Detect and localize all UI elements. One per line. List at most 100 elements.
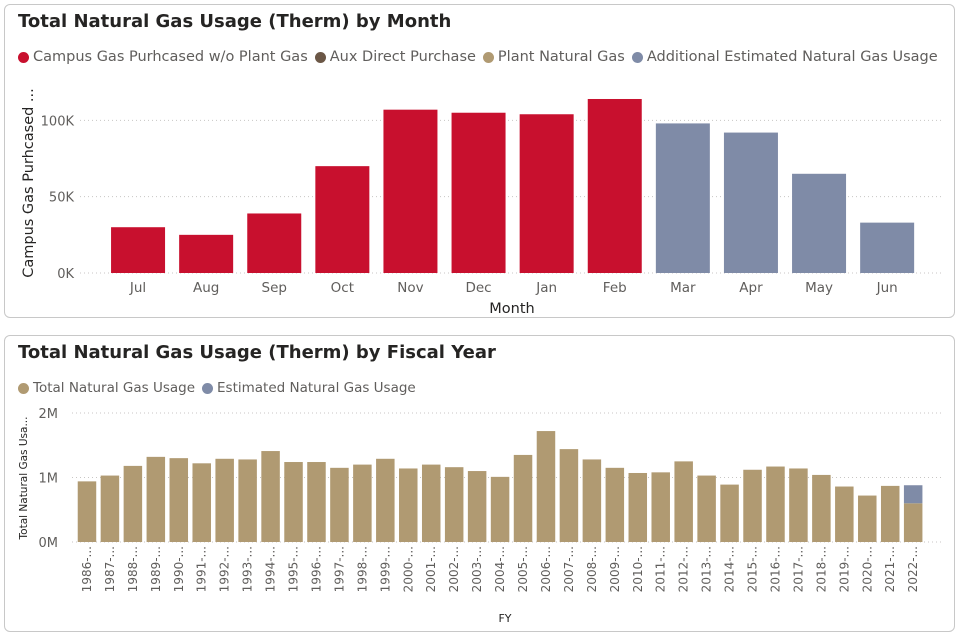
bar-2019 bbox=[835, 486, 854, 542]
bar-2013 bbox=[697, 475, 716, 542]
bar-2002 bbox=[444, 467, 464, 542]
bar-feb bbox=[587, 98, 642, 273]
bar-2000 bbox=[399, 468, 418, 542]
bar-2020 bbox=[858, 495, 877, 542]
bar-2018 bbox=[812, 474, 831, 542]
legend-label: Additional Estimated Natural Gas Usage bbox=[646, 49, 938, 65]
bar-1990 bbox=[169, 458, 189, 542]
x-tick-label: 1994-... bbox=[264, 546, 278, 592]
bar-1995 bbox=[284, 462, 303, 542]
x-tick-label: 2010-... bbox=[631, 546, 645, 592]
x-tick-label: 2016-... bbox=[768, 546, 782, 592]
x-tick-label: 1987-... bbox=[103, 546, 117, 592]
bar-1987 bbox=[100, 475, 120, 542]
bar-apr bbox=[723, 132, 778, 273]
y-axis-title: Campus Gas Purhcased ... bbox=[21, 88, 37, 278]
x-tick-label: 1996-... bbox=[309, 546, 323, 592]
y-tick-label: 50K bbox=[49, 191, 75, 206]
legend-swatch bbox=[18, 382, 29, 394]
x-tick-label: 2018-... bbox=[814, 546, 828, 592]
y-tick-label: 2M bbox=[39, 407, 59, 422]
bar-2015 bbox=[743, 469, 762, 542]
x-tick-label: 1991-... bbox=[195, 546, 209, 592]
bar-2003 bbox=[467, 471, 487, 542]
x-tick-label: 2020-... bbox=[860, 546, 874, 592]
x-axis-title: FY bbox=[498, 612, 511, 625]
x-tick-label: 1990-... bbox=[172, 546, 186, 592]
x-tick-label: Mar bbox=[670, 280, 696, 296]
legend-item-plant-gas[interactable]: Plant Natural Gas bbox=[482, 49, 625, 65]
legend-label: Estimated Natural Gas Usage bbox=[217, 380, 416, 396]
legend-swatch bbox=[314, 51, 326, 63]
x-tick-label: 1993-... bbox=[241, 546, 255, 592]
bar-1989 bbox=[146, 456, 166, 542]
bar-jul bbox=[111, 227, 166, 273]
x-tick-label: Sep bbox=[262, 280, 287, 296]
y-tick-label: 0M bbox=[39, 536, 59, 551]
x-tick-label: Apr bbox=[739, 280, 763, 296]
x-tick-label: 2007-... bbox=[562, 546, 576, 592]
x-tick-label: 2002-... bbox=[447, 546, 461, 592]
y-tick-label: 0K bbox=[57, 267, 74, 282]
x-tick-label: 2012-... bbox=[677, 546, 691, 592]
x-tick-label: Aug bbox=[193, 280, 219, 296]
x-tick-label: 2017-... bbox=[791, 546, 805, 592]
y-axis-title: Total Natural Gas Usa... bbox=[18, 417, 30, 541]
x-tick-label: 1992-... bbox=[218, 546, 232, 592]
y-tick-label: 100K bbox=[41, 114, 75, 129]
y-tick-label: 1M bbox=[39, 472, 59, 487]
bar-nov bbox=[383, 109, 438, 273]
bar-1998 bbox=[353, 464, 372, 542]
legend-label: Total Natural Gas Usage bbox=[33, 380, 196, 396]
bar-oct bbox=[315, 166, 370, 273]
bar-2006 bbox=[536, 431, 556, 542]
x-tick-label: Oct bbox=[331, 280, 354, 296]
bar-2008 bbox=[582, 459, 602, 542]
bar-jan bbox=[519, 114, 574, 273]
bar-mar bbox=[655, 123, 710, 274]
bar-1996 bbox=[307, 462, 326, 542]
bar-2016 bbox=[766, 466, 785, 542]
fiscal-chart-title: Total Natural Gas Usage (Therm) by Fisca… bbox=[18, 342, 496, 363]
bar-2007 bbox=[559, 449, 579, 542]
bar-2017 bbox=[789, 468, 808, 542]
bar-2004 bbox=[490, 476, 510, 542]
legend-item-campus-gas[interactable]: Campus Gas Purhcased w/o Plant Gas bbox=[18, 49, 308, 65]
bar-2001 bbox=[421, 464, 441, 542]
bar-2021 bbox=[880, 485, 900, 542]
bar-dec bbox=[451, 112, 506, 274]
bar-2012 bbox=[674, 461, 693, 542]
monthly-chart-title: Total Natural Gas Usage (Therm) by Month bbox=[18, 11, 452, 32]
x-tick-label: 1995-... bbox=[287, 546, 301, 592]
bar-2009 bbox=[605, 467, 625, 542]
bar-1986 bbox=[77, 481, 97, 542]
x-tick-label: Jul bbox=[129, 280, 146, 296]
legend-item-total-usage[interactable]: Total Natural Gas Usage bbox=[18, 380, 195, 396]
monthly-chart-legend: Campus Gas Purhcased w/o Plant Gas Aux D… bbox=[18, 49, 945, 65]
bar-1999 bbox=[376, 458, 395, 542]
bar-2011 bbox=[651, 472, 670, 542]
bar-may bbox=[792, 173, 847, 273]
x-axis-title: Month bbox=[489, 301, 534, 317]
x-tick-label: 2022-... bbox=[906, 546, 920, 592]
x-tick-label: 2003-... bbox=[470, 546, 484, 592]
legend-item-estimated-usage[interactable]: Estimated Natural Gas Usage bbox=[202, 380, 416, 396]
legend-label: Aux Direct Purchase bbox=[329, 49, 476, 65]
x-tick-label: 2013-... bbox=[700, 546, 714, 592]
x-tick-label: 2019-... bbox=[837, 546, 851, 592]
legend-label: Plant Natural Gas bbox=[497, 49, 625, 65]
x-tick-label: 2014-... bbox=[723, 546, 737, 592]
bar-aug bbox=[179, 234, 234, 273]
x-tick-label: 2015-... bbox=[746, 546, 760, 592]
legend-item-aux-direct[interactable]: Aux Direct Purchase bbox=[314, 49, 476, 65]
x-tick-label: 2008-... bbox=[585, 546, 599, 592]
bar-1993 bbox=[238, 459, 257, 542]
bar-1988 bbox=[123, 465, 143, 542]
legend-item-additional-estimated[interactable]: Additional Estimated Natural Gas Usage bbox=[631, 49, 938, 65]
bar-1992 bbox=[215, 458, 234, 542]
x-tick-label: 1986-... bbox=[80, 546, 94, 592]
x-tick-label: 2001-... bbox=[424, 546, 438, 592]
fiscal-chart-legend: Total Natural Gas Usage Estimated Natura… bbox=[18, 380, 423, 396]
